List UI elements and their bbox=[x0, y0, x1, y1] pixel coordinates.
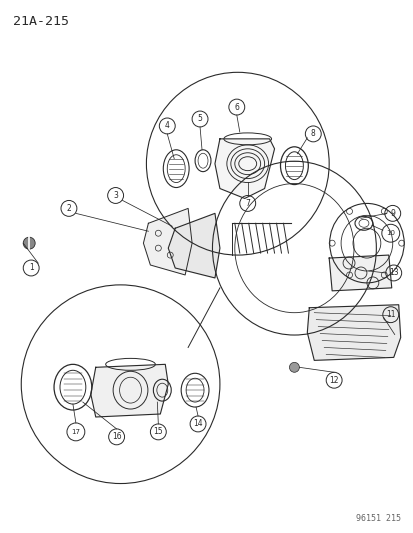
Text: 12: 12 bbox=[329, 376, 338, 385]
Text: 9: 9 bbox=[389, 209, 394, 218]
Polygon shape bbox=[328, 255, 391, 291]
Text: 6: 6 bbox=[234, 102, 239, 111]
Text: 96151 215: 96151 215 bbox=[355, 514, 400, 523]
Text: 7: 7 bbox=[244, 199, 249, 208]
Text: 15: 15 bbox=[153, 427, 163, 437]
Text: 1: 1 bbox=[29, 263, 33, 272]
Text: 13: 13 bbox=[388, 269, 398, 278]
Polygon shape bbox=[143, 208, 192, 275]
Polygon shape bbox=[306, 305, 400, 360]
Text: 17: 17 bbox=[71, 429, 80, 435]
Text: 14: 14 bbox=[193, 419, 202, 429]
Polygon shape bbox=[168, 213, 219, 278]
Text: 16: 16 bbox=[112, 432, 121, 441]
Circle shape bbox=[289, 362, 299, 372]
Circle shape bbox=[23, 237, 35, 249]
Text: 8: 8 bbox=[310, 130, 315, 139]
Polygon shape bbox=[90, 365, 168, 417]
Text: 21A-215: 21A-215 bbox=[13, 15, 69, 28]
Text: 11: 11 bbox=[385, 310, 394, 319]
Text: 5: 5 bbox=[197, 115, 202, 124]
Text: 2: 2 bbox=[66, 204, 71, 213]
Text: 4: 4 bbox=[164, 122, 169, 131]
Polygon shape bbox=[214, 139, 274, 198]
Text: 10: 10 bbox=[385, 230, 394, 236]
Text: 3: 3 bbox=[113, 191, 118, 200]
